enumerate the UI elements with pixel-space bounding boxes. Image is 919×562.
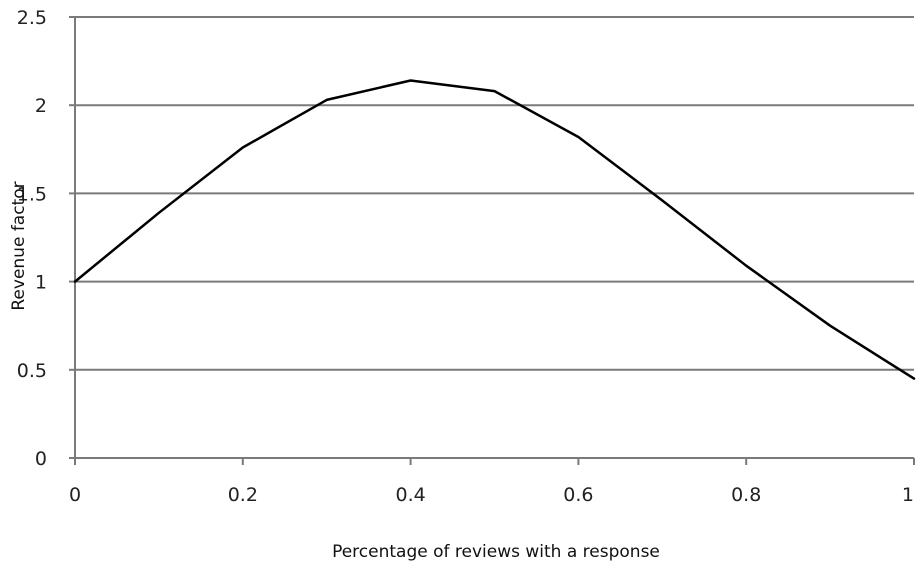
series-line-0 xyxy=(73,79,916,380)
y-tick-label-4: 2 xyxy=(35,95,47,117)
axes xyxy=(69,16,915,465)
y-axis-title: Revenue factor xyxy=(9,181,29,310)
x-tick-label-2: 0.4 xyxy=(395,484,425,506)
series-layer xyxy=(73,79,916,380)
x-tick-label-0: 0 xyxy=(69,484,81,506)
x-tick-label-3: 0.6 xyxy=(563,484,593,506)
x-axis-title: Percentage of reviews with a response xyxy=(332,542,660,562)
x-tick-label-4: 0.8 xyxy=(731,484,761,506)
y-tick-label-5: 2.5 xyxy=(17,7,47,29)
y-tick-label-0: 0 xyxy=(35,448,47,470)
y-tick-label-2: 1 xyxy=(35,272,47,294)
y-tick-label-3: 1.5 xyxy=(17,183,47,205)
x-tick-label-5: 1 xyxy=(902,484,914,506)
x-tick-label-1: 0.2 xyxy=(228,484,258,506)
y-tick-label-1: 0.5 xyxy=(17,360,47,382)
tick-labels: 0 0.5 1 1.5 2 2.5 0 0.2 0.4 0.6 0.8 1 xyxy=(17,7,914,506)
gridlines xyxy=(75,16,914,371)
